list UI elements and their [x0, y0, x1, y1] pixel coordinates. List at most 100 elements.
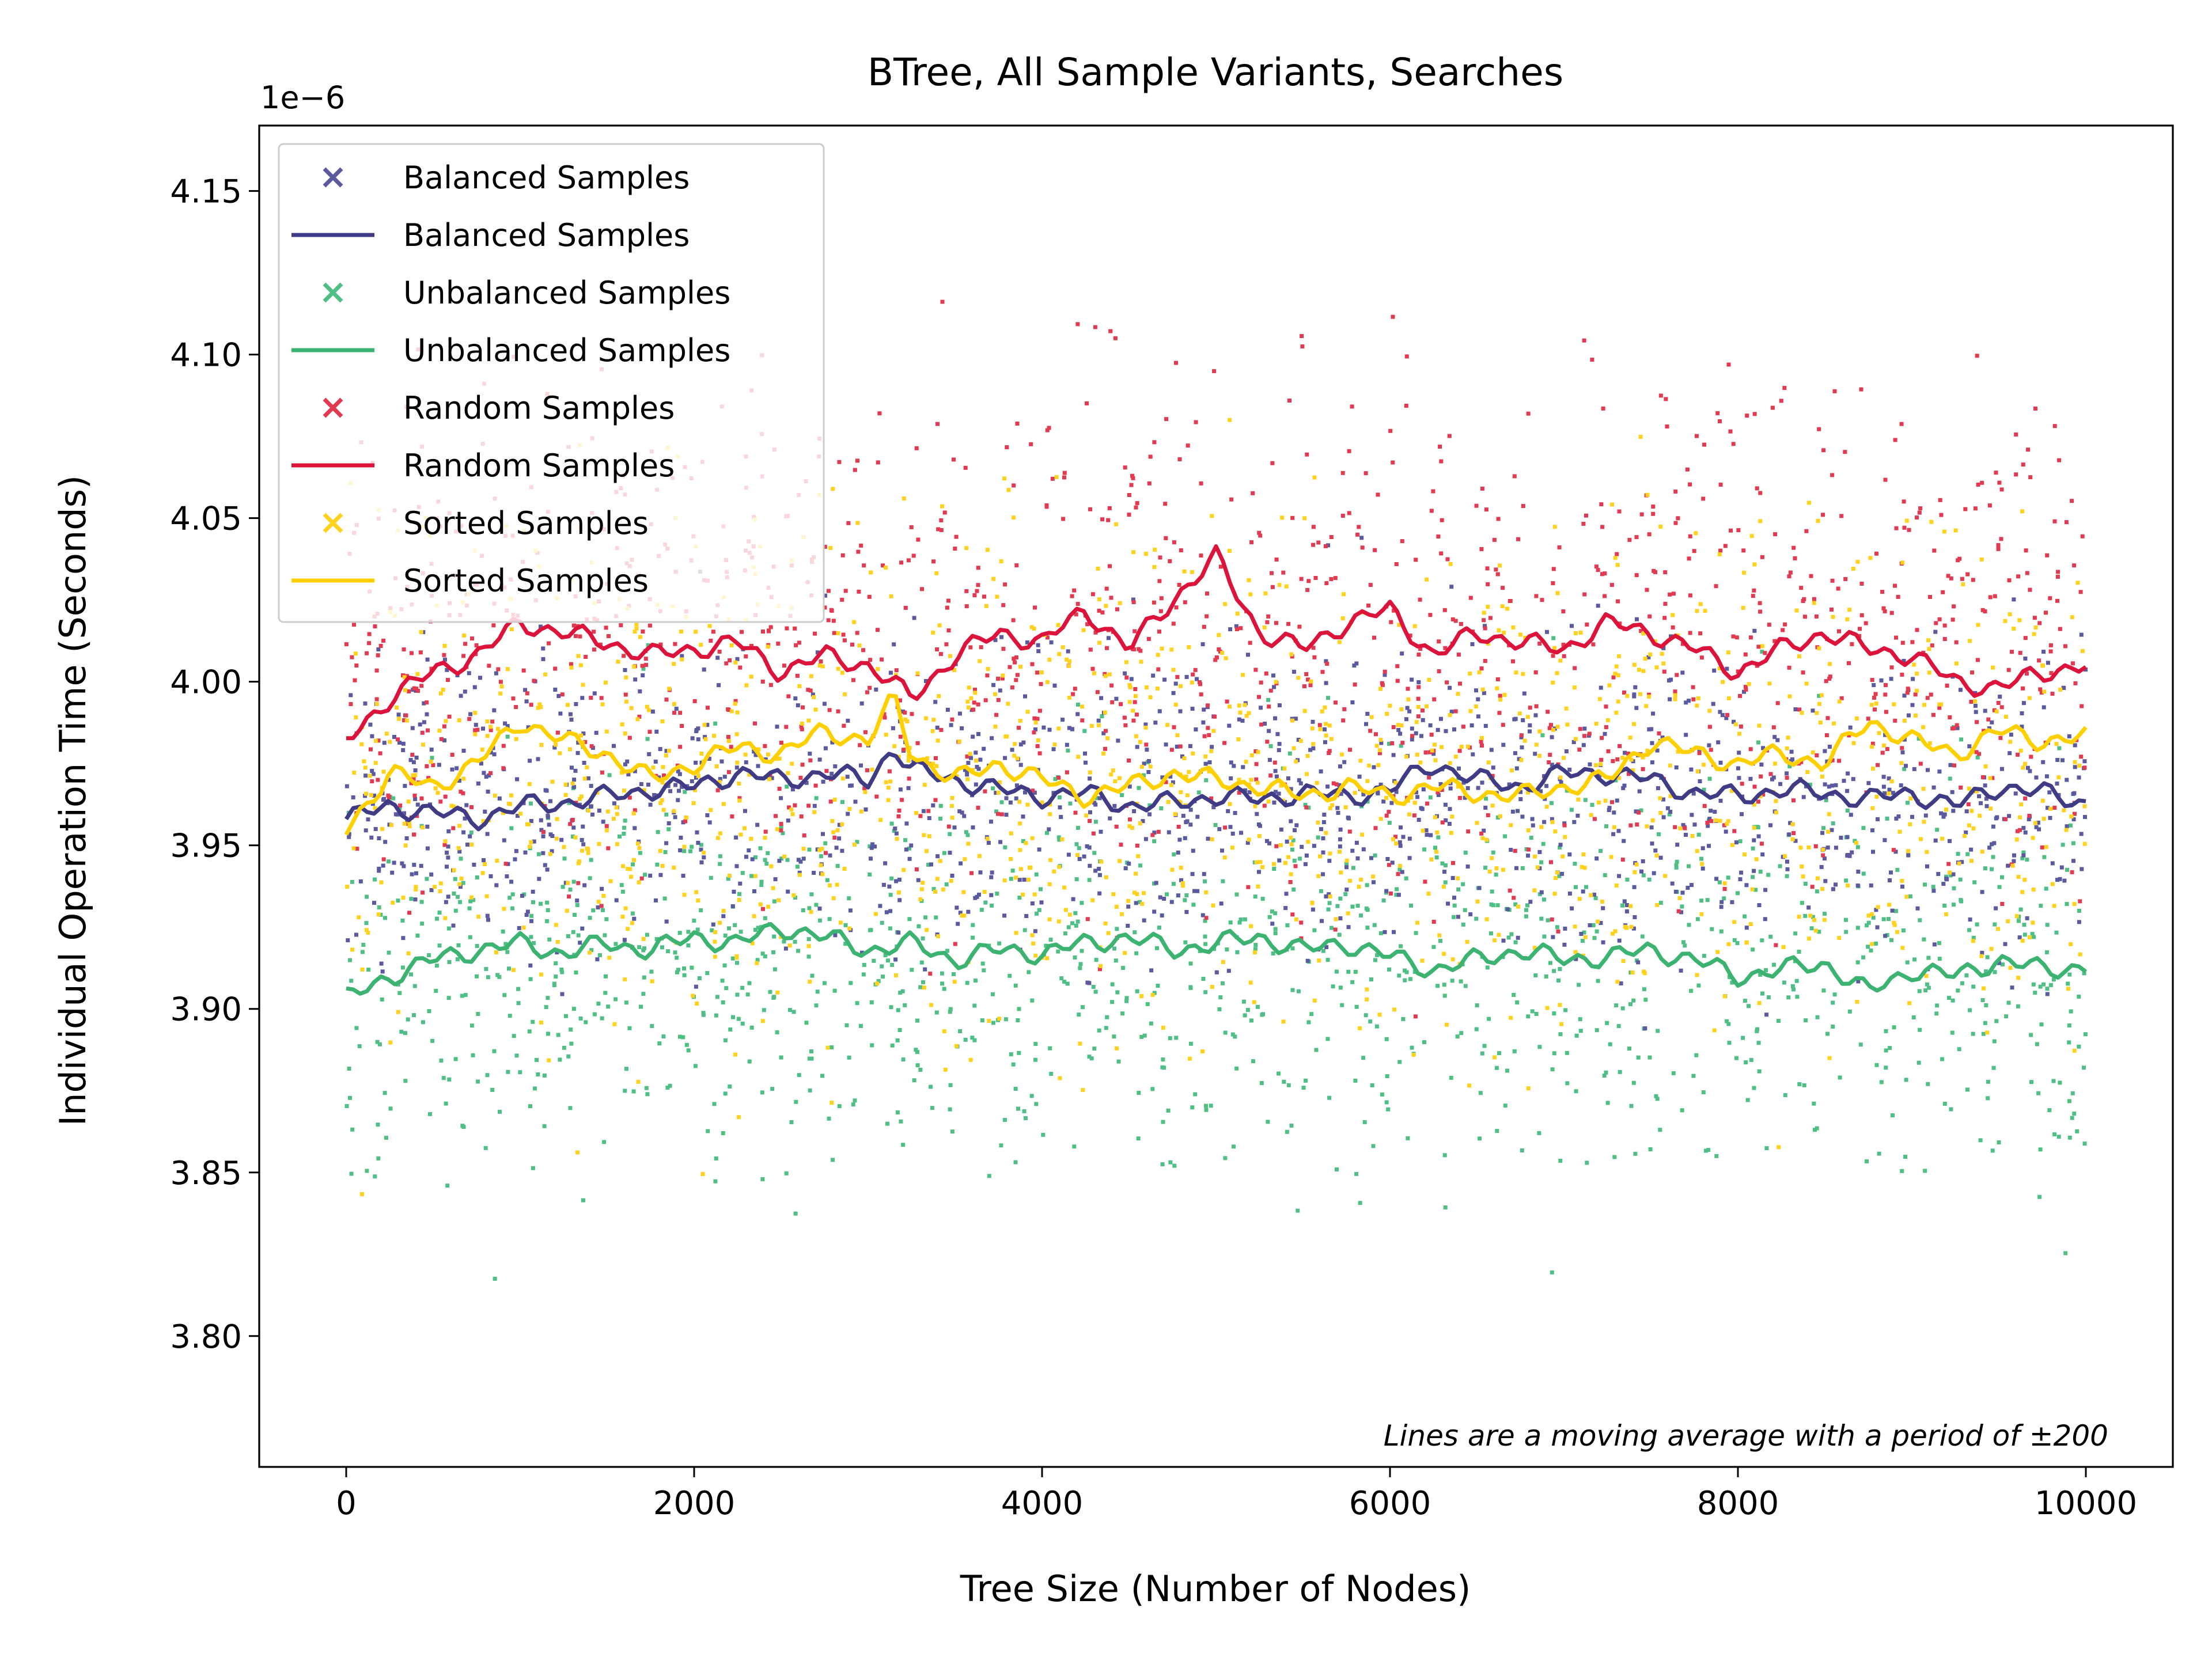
scatter-point	[1681, 940, 1685, 945]
scatter-point	[414, 885, 418, 889]
scatter-point	[1353, 1078, 1358, 1083]
scatter-point	[1486, 582, 1490, 586]
scatter-point	[1749, 1057, 1753, 1062]
scatter-point	[696, 898, 700, 902]
scatter-point	[1404, 354, 1409, 359]
scatter-point	[907, 846, 911, 851]
scatter-point	[1357, 525, 1361, 529]
scatter-point	[1701, 1090, 1706, 1094]
scatter-point	[418, 650, 423, 655]
scatter-point	[1320, 709, 1324, 714]
scatter-point	[1316, 820, 1320, 825]
scatter-point	[1971, 935, 1976, 940]
scatter-point	[1265, 740, 1270, 744]
scatter-point	[1029, 442, 1033, 446]
scatter-point	[1222, 855, 1227, 860]
scatter-point	[1104, 1026, 1108, 1030]
scatter-point	[1968, 1008, 1972, 1012]
scatter-point	[1831, 887, 1835, 892]
scatter-point	[1103, 746, 1108, 751]
scatter-point	[1290, 946, 1295, 951]
scatter-point	[1490, 889, 1494, 894]
scatter-point	[705, 723, 710, 727]
scatter-point	[1063, 931, 1067, 936]
scatter-point	[812, 695, 816, 699]
scatter-point	[402, 821, 407, 826]
scatter-point	[886, 786, 891, 790]
scatter-point	[1629, 924, 1634, 929]
scatter-point	[412, 686, 416, 691]
scatter-point	[1942, 812, 1947, 817]
scatter-point	[425, 877, 429, 881]
scatter-point	[465, 843, 469, 847]
scatter-point	[1173, 812, 1177, 816]
scatter-point	[1760, 555, 1764, 559]
scatter-point	[1680, 904, 1684, 909]
scatter-point	[1109, 683, 1114, 688]
scatter-point	[600, 770, 604, 775]
scatter-point	[1528, 900, 1533, 904]
scatter-point	[766, 644, 770, 649]
scatter-point	[1096, 566, 1100, 571]
scatter-point	[1483, 866, 1487, 870]
scatter-point	[1159, 596, 1164, 601]
scatter-point	[1673, 521, 1678, 525]
scatter-point	[582, 761, 586, 765]
scatter-point	[1032, 716, 1037, 720]
scatter-point	[505, 950, 510, 954]
scatter-point	[1414, 790, 1418, 795]
scatter-point	[1199, 692, 1203, 697]
scatter-point	[809, 909, 813, 914]
scatter-point	[1581, 522, 1586, 526]
scatter-point	[1900, 946, 1905, 950]
scatter-point	[558, 1057, 562, 1062]
scatter-point	[753, 855, 758, 859]
scatter-point	[467, 671, 471, 676]
scatter-point	[1338, 764, 1342, 769]
scatter-point	[492, 708, 497, 712]
scatter-point	[586, 809, 590, 813]
scatter-point	[1188, 961, 1193, 966]
scatter-point	[696, 840, 700, 845]
scatter-point	[1348, 748, 1352, 752]
scatter-point	[1124, 675, 1129, 680]
scatter-point	[1524, 914, 1528, 919]
scatter-point	[1352, 663, 1357, 668]
scatter-point	[1627, 1046, 1631, 1051]
scatter-point	[714, 1156, 718, 1161]
scatter-point	[1010, 685, 1014, 690]
scatter-point	[1778, 782, 1783, 786]
scatter-point	[1821, 448, 1826, 453]
scatter-point	[1845, 808, 1850, 813]
scatter-point	[1306, 840, 1310, 844]
scatter-point	[1932, 548, 1937, 553]
scatter-point	[2067, 1040, 2071, 1045]
scatter-point	[1017, 1051, 1021, 1055]
scatter-point	[1126, 924, 1130, 928]
scatter-point	[1209, 796, 1214, 801]
scatter-point	[782, 663, 786, 668]
scatter-point	[429, 748, 434, 752]
scatter-point	[979, 908, 984, 912]
scatter-point	[858, 1023, 863, 1028]
scatter-point	[2058, 1080, 2062, 1085]
scatter-point	[1830, 473, 1835, 477]
scatter-point	[1618, 744, 1622, 748]
scatter-point	[1803, 882, 1808, 886]
scatter-point	[1790, 984, 1795, 988]
scatter-point	[1948, 839, 1952, 843]
scatter-point	[724, 986, 729, 991]
scatter-point	[677, 772, 682, 776]
scatter-point	[1503, 834, 1508, 839]
scatter-point	[747, 1059, 752, 1064]
scatter-point	[1374, 732, 1378, 737]
scatter-point	[470, 636, 474, 641]
scatter-point	[890, 1043, 895, 1048]
scatter-point	[1724, 716, 1729, 720]
scatter-point	[1993, 970, 1997, 974]
scatter-point	[1177, 583, 1181, 587]
scatter-point	[894, 879, 899, 883]
scatter-point	[680, 657, 684, 662]
scatter-point	[1615, 552, 1619, 556]
scatter-point	[604, 729, 609, 734]
